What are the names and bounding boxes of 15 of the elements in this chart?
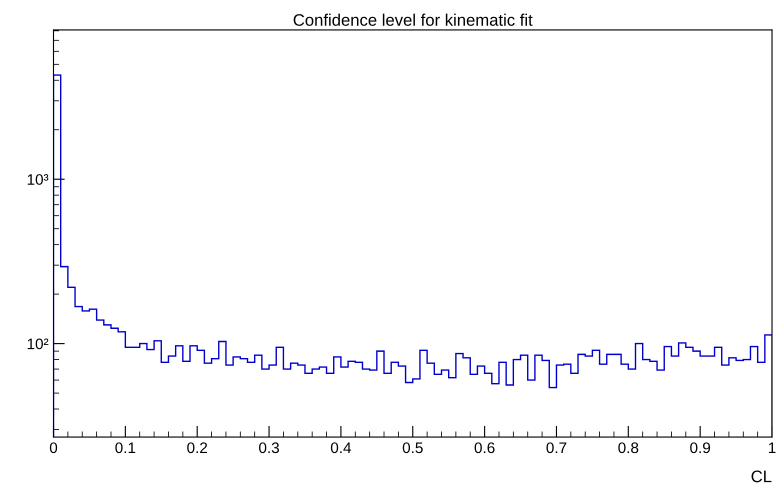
y-tick-label: 10² [28, 338, 48, 350]
x-tick-label: 0.5 [402, 442, 423, 454]
chart-title: Confidence level for kinematic fit [294, 14, 533, 26]
x-tick-label: 0.1 [115, 442, 136, 454]
x-tick-label: 0 [50, 442, 58, 454]
x-tick-label: 0.4 [330, 442, 352, 454]
x-tick-label: 0.9 [690, 442, 710, 454]
x-tick-label: 0.7 [546, 442, 566, 454]
x-tick-label: 0.6 [474, 442, 495, 454]
x-tick-label: 0.8 [618, 442, 638, 454]
x-tick-label: 0.3 [259, 442, 280, 454]
x-tick-label: 0.2 [187, 442, 208, 454]
x-tick-label: 1 [768, 442, 776, 454]
x-axis-title: CL [752, 470, 772, 482]
y-tick-label: 10³ [28, 174, 48, 185]
